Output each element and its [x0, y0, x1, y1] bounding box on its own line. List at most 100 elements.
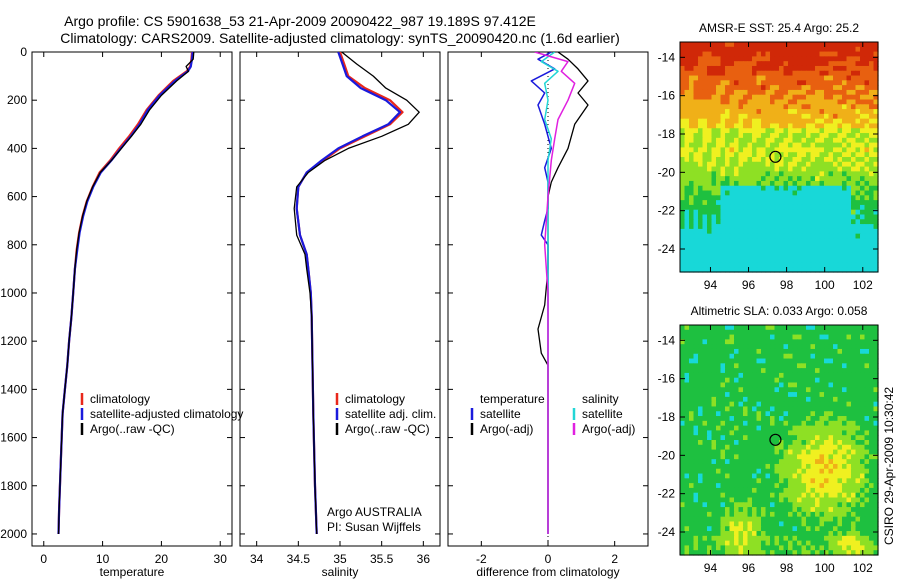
sla-map-cell — [702, 344, 708, 350]
sla-map-cell — [801, 540, 807, 547]
sst-map-cell — [788, 65, 794, 72]
sla-map-cell — [792, 329, 798, 336]
sst-map-cell — [783, 157, 789, 163]
sst-map-cell — [680, 109, 686, 115]
sst-map-cell — [828, 180, 834, 187]
sst-map-cell — [765, 109, 771, 115]
sst-map-cell — [702, 123, 708, 129]
sst-map-cell — [734, 243, 740, 249]
sst-map-cell — [824, 94, 830, 101]
sla-map-cell — [792, 521, 798, 527]
sla-map-cell — [747, 454, 753, 460]
sst-map-xtick-label: 100 — [815, 278, 835, 292]
sla-map-cell — [779, 358, 785, 364]
sla-map-cell — [747, 502, 753, 508]
sst-map-cell — [837, 257, 843, 264]
sla-map-cell — [698, 425, 704, 432]
sst-map-cell — [842, 200, 848, 206]
sla-map-cell — [716, 387, 722, 393]
sla-map-cell — [684, 507, 690, 513]
sla-map-cell — [752, 396, 758, 403]
sst-map-cell — [752, 80, 758, 86]
sla-map-cell — [864, 440, 870, 446]
sla-map-cell — [707, 396, 713, 403]
sst-map-cell — [720, 128, 726, 134]
sst-map-cell — [774, 123, 780, 129]
sla-map-cell — [792, 531, 798, 537]
sst-map-cell — [828, 56, 834, 62]
sla-map-cell — [864, 507, 870, 513]
sst-map-cell — [851, 75, 857, 81]
sla-map-cell — [680, 468, 686, 475]
sla-map-cell — [819, 531, 825, 537]
sst-map-cell — [765, 123, 771, 129]
sla-map-cell — [729, 516, 735, 523]
sla-map-cell — [720, 325, 726, 331]
sla-map-cell — [734, 368, 740, 374]
sst-map-cell — [684, 70, 690, 77]
sla-map-cell — [729, 487, 735, 494]
sla-map-cell — [860, 507, 866, 513]
sst-map-cell — [725, 89, 731, 96]
sst-map-cell — [693, 200, 699, 206]
sla-map-cell — [702, 420, 708, 427]
sla-map-cell — [792, 459, 798, 465]
sst-map-cell — [815, 161, 821, 168]
sla-map-cell — [792, 526, 798, 532]
sla-map-cell — [819, 382, 825, 388]
sst-map-cell — [824, 133, 830, 139]
sla-map-cell — [711, 459, 717, 465]
sst-map-cell — [774, 80, 780, 86]
sst-map-cell — [837, 228, 843, 235]
sla-map-cell — [734, 468, 740, 475]
sla-map-cell — [797, 353, 803, 360]
sst-map-cell — [869, 42, 875, 48]
sst-map-cell — [725, 166, 731, 172]
sst-map-cell — [797, 46, 803, 53]
sst-map-cell — [837, 267, 843, 273]
sla-map-cell — [797, 468, 803, 475]
sla-map-cell — [729, 425, 735, 432]
sst-map-cell — [752, 204, 758, 211]
sst-map-cell — [788, 228, 794, 235]
sla-map-cell — [720, 358, 726, 364]
sst-map-cell — [815, 248, 821, 254]
sla-map-cell — [734, 459, 740, 465]
sst-map-cell — [833, 80, 839, 86]
sla-map-cell — [792, 454, 798, 460]
sst-map-cell — [725, 228, 731, 235]
sst-map-cell — [783, 195, 789, 201]
sla-map-cell — [801, 545, 807, 551]
sla-map-cell — [716, 334, 722, 340]
sst-map-cell — [810, 161, 816, 168]
sla-map-cell — [801, 550, 807, 556]
sst-map-cell — [770, 133, 776, 139]
sla-map-cell — [729, 550, 735, 556]
sla-map-cell — [729, 329, 735, 336]
sst-map-cell — [806, 137, 812, 144]
sst-map-cell — [783, 61, 789, 67]
sst-map-cell — [774, 61, 780, 67]
sla-map-cell — [873, 535, 879, 542]
sla-map-cell — [864, 425, 870, 432]
sla-map-cell — [756, 348, 762, 355]
sla-map-cell — [698, 420, 704, 427]
sla-map-cell — [819, 325, 825, 331]
sst-map-cell — [774, 128, 780, 134]
sla-map-cell — [779, 507, 785, 513]
sst-map-cell — [801, 214, 807, 220]
sla-map-cell — [855, 483, 861, 489]
sst-map-cell — [797, 118, 803, 125]
sst-map-cell — [801, 257, 807, 264]
sla-map-cell — [752, 449, 758, 455]
sst-map-cell — [828, 219, 834, 225]
sla-map-cell — [810, 540, 816, 547]
sla-map-cell — [797, 325, 803, 331]
sla-map-cell — [689, 372, 695, 379]
sst-map-cell — [797, 200, 803, 206]
sla-map-cell — [693, 440, 699, 446]
sst-map-cell — [684, 267, 690, 273]
sst-map-cell — [869, 228, 875, 235]
sla-map-cell — [873, 377, 879, 384]
sla-map-cell — [689, 334, 695, 340]
